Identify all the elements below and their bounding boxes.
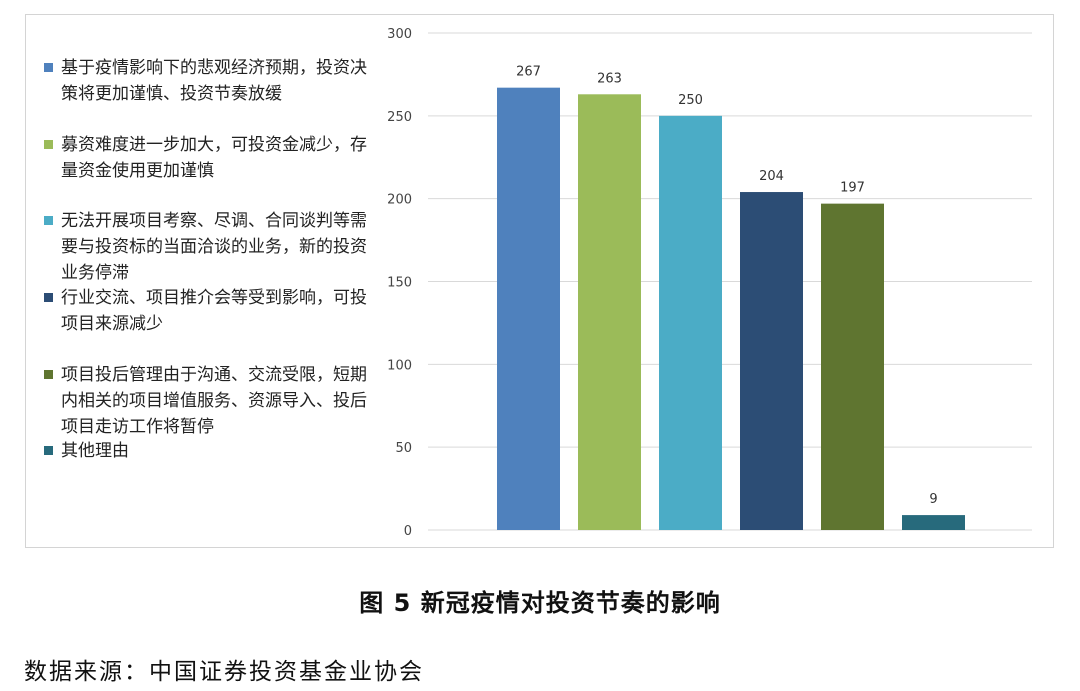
legend-swatch — [44, 63, 53, 72]
legend-label: 无法开展项目考察、尽调、合同谈判等需要与投资标的当面洽谈的业务，新的投资业务停滞 — [61, 211, 367, 283]
bar — [497, 87, 560, 531]
bar — [578, 94, 641, 531]
legend-label: 行业交流、项目推介会等受到影响，可投项目来源减少 — [61, 288, 367, 334]
bar — [659, 115, 722, 530]
data-labels: 267 263 250 204 197 9 — [516, 65, 938, 507]
bar — [821, 203, 884, 531]
bar-chart-plot: 0 50 100 150 200 250 300 267 263 250 204 197 9 — [387, 27, 1032, 539]
bars — [497, 87, 965, 531]
legend-label: 其他理由 — [61, 441, 129, 461]
y-tick-label: 0 — [404, 524, 412, 539]
y-tick-label: 300 — [387, 27, 412, 42]
legend-swatch — [44, 140, 53, 149]
data-label: 267 — [516, 65, 541, 80]
data-label: 197 — [840, 181, 865, 196]
legend-swatch — [44, 446, 53, 455]
data-source-note: 数据来源：中国证券投资基金业协会 — [24, 659, 424, 685]
y-tick-label: 150 — [387, 276, 412, 291]
y-tick-label: 100 — [387, 358, 412, 373]
data-label: 263 — [597, 71, 622, 86]
y-tick-label: 200 — [387, 193, 412, 208]
legend-swatch — [44, 370, 53, 379]
legend-label: 项目投后管理由于沟通、交流受限，短期内相关的项目增值服务、资源导入、投后项目走访… — [61, 365, 367, 437]
bar — [902, 515, 965, 530]
data-label: 9 — [929, 492, 937, 507]
y-tick-label: 250 — [387, 110, 412, 125]
legend-swatch — [44, 216, 53, 225]
legend-label: 基于疫情影响下的悲观经济预期，投资决策将更加谨慎、投资节奏放缓 — [61, 58, 367, 104]
data-label: 204 — [759, 169, 784, 184]
y-axis-ticks: 0 50 100 150 200 250 300 — [387, 27, 412, 539]
y-tick-label: 50 — [395, 441, 412, 456]
bar — [740, 192, 803, 531]
legend-swatch — [44, 293, 53, 302]
figure-caption: 图 5 新冠疫情对投资节奏的影响 — [359, 589, 721, 617]
data-label: 250 — [678, 93, 703, 108]
legend-label: 募资难度进一步加大，可投资金减少，存量资金使用更加谨慎 — [61, 135, 367, 181]
